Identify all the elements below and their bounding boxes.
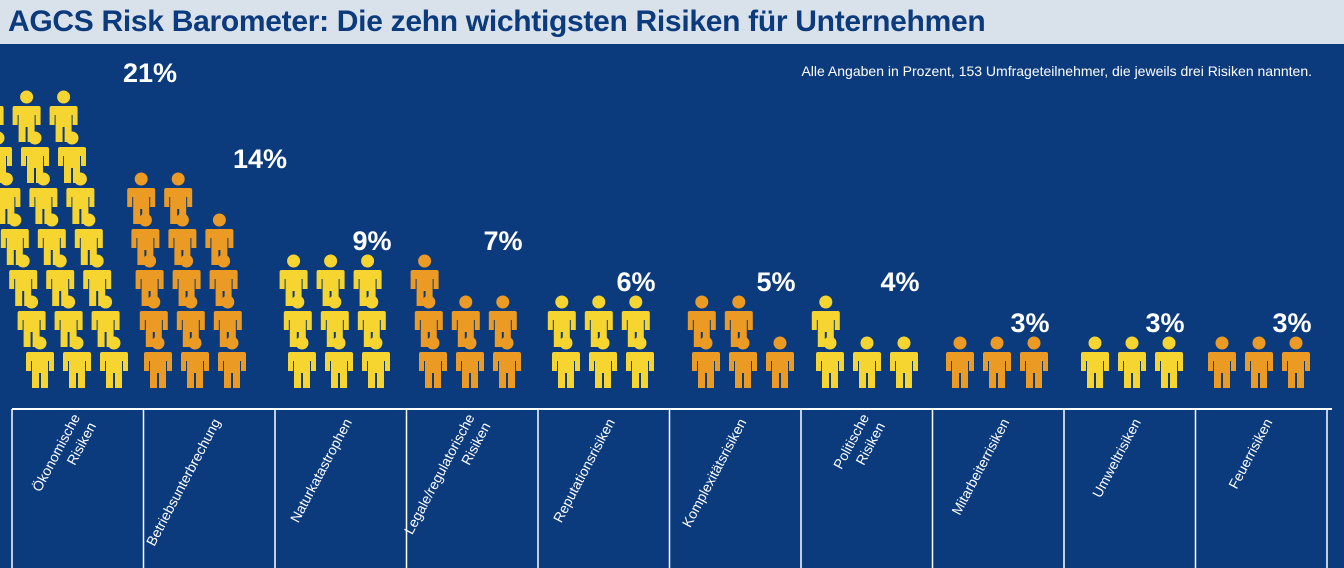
category-label: ÖkonomischeRisiken — [28, 410, 99, 502]
person-figure — [127, 172, 156, 224]
person-figure — [1208, 336, 1236, 388]
person-figure — [12, 90, 41, 142]
person-figure — [766, 336, 794, 388]
value-label: 3% — [1145, 308, 1184, 338]
axis-layer — [11, 408, 1332, 568]
value-label: 6% — [616, 267, 655, 297]
category-label: PolitischeRisiken — [830, 411, 888, 480]
value-label: 14% — [233, 144, 287, 174]
value-label: 7% — [483, 226, 522, 256]
person-figure — [1245, 336, 1273, 388]
person-figure — [1020, 336, 1048, 388]
category-label-line: Legale/regulatorische — [401, 411, 478, 537]
person-figure — [983, 336, 1011, 388]
person-figure — [0, 131, 12, 183]
value-label: 9% — [352, 226, 391, 256]
chart-note: Alle Angaben in Prozent, 153 Umfrageteil… — [801, 63, 1312, 79]
person-figure — [353, 254, 382, 306]
person-figure — [946, 336, 974, 388]
person-figure — [584, 295, 613, 347]
category-label-line: Komplexitätsrisiken — [679, 416, 750, 530]
person-figure — [621, 295, 650, 347]
category-label: Feuerrisiken — [1225, 416, 1275, 492]
title-bar: AGCS Risk Barometer: Die zehn wichtigste… — [0, 0, 1344, 44]
person-figure — [890, 336, 918, 388]
value-label: 3% — [1010, 308, 1049, 338]
person-figure — [853, 336, 881, 388]
category-label: Legale/regulatorischeRisiken — [401, 411, 494, 545]
person-figure — [49, 90, 78, 142]
person-figure — [316, 254, 345, 306]
person-figure — [205, 213, 234, 265]
category-label: Mitarbeiterrisiken — [948, 416, 1012, 518]
person-figure — [451, 295, 480, 347]
person-figure — [279, 254, 308, 306]
value-label: 5% — [756, 267, 795, 297]
value-label: 4% — [880, 267, 919, 297]
category-label-line: Reputationsrisiken — [550, 416, 618, 525]
chart-title: AGCS Risk Barometer: Die zehn wichtigste… — [8, 5, 986, 38]
category-label: Naturkatastrophen — [287, 416, 355, 525]
category-label-line: Umweltrisiken — [1089, 416, 1144, 500]
person-figure — [811, 295, 840, 347]
person-figure — [410, 254, 439, 306]
person-figure — [687, 295, 716, 347]
person-figure — [1282, 336, 1310, 388]
person-figure — [164, 172, 193, 224]
category-label-line: Betriebsunterbrechung — [143, 416, 224, 549]
category-label: Reputationsrisiken — [550, 416, 618, 525]
person-figure — [488, 295, 517, 347]
person-figure — [547, 295, 576, 347]
person-figure — [1118, 336, 1146, 388]
figures-layer — [0, 90, 1310, 388]
person-figure — [1081, 336, 1109, 388]
category-label: Betriebsunterbrechung — [143, 416, 224, 549]
person-figure — [1155, 336, 1183, 388]
category-label-line: Mitarbeiterrisiken — [948, 416, 1012, 518]
category-label-line: Feuerrisiken — [1225, 416, 1275, 492]
value-label: 3% — [1272, 308, 1311, 338]
category-label: Umweltrisiken — [1089, 416, 1144, 500]
person-figure — [0, 106, 4, 125]
category-label: Komplexitätsrisiken — [679, 416, 750, 530]
person-figure — [724, 295, 753, 347]
value-label: 21% — [123, 58, 177, 88]
category-label-line: Naturkatastrophen — [287, 416, 355, 525]
